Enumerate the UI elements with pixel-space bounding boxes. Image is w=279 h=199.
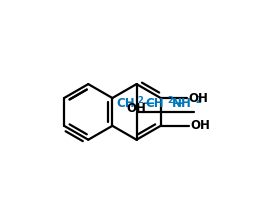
- Text: CH: CH: [116, 98, 134, 110]
- Text: CH: CH: [146, 98, 164, 110]
- Text: NH: NH: [172, 98, 192, 110]
- Text: OH: OH: [127, 102, 146, 115]
- Text: OH: OH: [191, 119, 210, 132]
- Text: 2: 2: [138, 97, 143, 105]
- Text: 2: 2: [195, 97, 201, 105]
- Text: —: —: [143, 98, 154, 110]
- Text: —: —: [172, 98, 184, 110]
- Text: 2: 2: [167, 97, 173, 105]
- Text: OH: OH: [189, 92, 208, 104]
